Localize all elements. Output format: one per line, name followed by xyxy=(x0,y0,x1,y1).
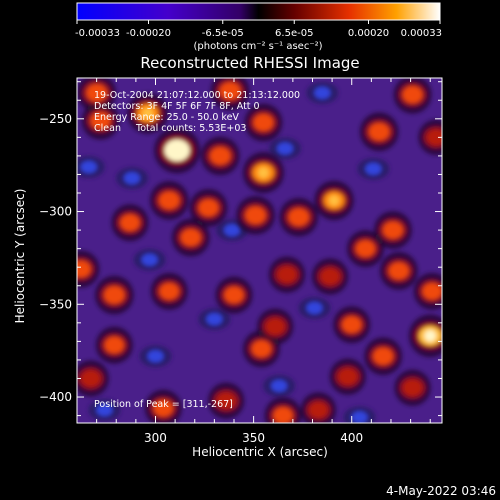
colorbar-ticks: -0.00033 -0.00020 -6.5e-05 6.5e-05 0.00020 0.… xyxy=(75,20,442,39)
hot-regions xyxy=(77,78,442,423)
y-axis-label: Heliocentric Y (arcsec) xyxy=(13,189,27,324)
info-line-clean: Clean Total counts: 5.53E+03 xyxy=(94,123,246,134)
heatmap-cold-core xyxy=(206,313,223,326)
x-tick-label: 400 xyxy=(340,431,363,445)
x-tick-label: 300 xyxy=(144,431,167,445)
heatmap-hot-region xyxy=(153,400,173,417)
heatmap-hot-region xyxy=(277,266,297,283)
heatmap-cold-core xyxy=(351,411,368,423)
x-axis-label: Heliocentric X (arcsec) xyxy=(192,445,328,459)
heatmap-hot-region xyxy=(198,199,219,217)
footer-date: 4-May-2022 03:46 xyxy=(386,484,496,498)
heatmap-hot-region xyxy=(427,129,442,146)
heatmap-cold-core xyxy=(123,172,140,185)
heatmap-hot-region xyxy=(90,112,111,130)
heatmap-hot-region xyxy=(389,262,409,280)
y-tick-label: −300 xyxy=(39,205,72,219)
heatmap-hot-region xyxy=(245,206,266,224)
heatmap-cold-core xyxy=(271,379,288,392)
plot-frame xyxy=(76,77,443,424)
colorbar-tick-label: 6.5e-05 xyxy=(275,28,313,39)
info-line-time: 19-Oct-2004 21:07:12.000 to 21:13:12.000 xyxy=(94,90,300,101)
heatmap-hot-region xyxy=(342,316,362,333)
heatmap-hot-region xyxy=(403,379,422,396)
heatmap-cold-core xyxy=(96,404,113,417)
heatmap-cold-core xyxy=(314,86,331,99)
heatmap-hot-region xyxy=(369,123,390,141)
heatmap-hot-region xyxy=(273,407,293,423)
colorbar-tick-label: -0.00033 xyxy=(75,28,120,39)
heatmap-hot-core xyxy=(170,144,184,157)
colorbar-unit: (photons cm⁻² s⁻¹ asec⁻²) xyxy=(193,41,322,52)
y-tick-label: −350 xyxy=(39,297,72,311)
y-tick-label: −400 xyxy=(39,390,72,404)
peak-position: Position of Peak = [311,-267] xyxy=(94,399,233,410)
heatmap-hot-region xyxy=(320,268,340,285)
heatmap-area xyxy=(77,78,442,423)
heatmap-hot-region xyxy=(159,283,179,300)
chart-title: Reconstructed RHESSI Image xyxy=(140,54,359,72)
heatmap-hot-region xyxy=(104,286,125,304)
heatmap-hot-core xyxy=(328,195,340,206)
colorbar-tick-label: 0.00033 xyxy=(401,28,442,39)
heatmap-cold-core xyxy=(224,224,241,237)
heatmap-hot-region xyxy=(402,86,423,104)
y-axis-ticks: −250 −300 −350 −400 xyxy=(39,81,442,417)
colorbar-tick-label: 0.00020 xyxy=(348,28,389,39)
heatmap-hot-region xyxy=(216,392,236,409)
heatmap-hot-region xyxy=(210,147,231,165)
heatmap-hot-region xyxy=(86,84,107,102)
heatmap-hot-region xyxy=(120,214,140,231)
heatmap-cold-core xyxy=(147,350,164,363)
colorbar-tick-label: -6.5e-05 xyxy=(202,28,244,39)
heatmap-hot-region xyxy=(373,347,393,365)
heatmap-hot-region xyxy=(383,221,403,239)
heatmap-cold-core xyxy=(365,162,382,175)
heatmap-hot-region xyxy=(159,191,180,210)
heatmap-hot-region xyxy=(309,402,328,418)
heatmap-hot-region xyxy=(265,318,285,335)
colorbar-tick-label: -0.00020 xyxy=(126,28,171,39)
heatmap-hot-core xyxy=(257,167,269,179)
heatmap-hot-core xyxy=(142,107,154,119)
heatmap-cold-core xyxy=(141,253,158,266)
heatmap-hot-region xyxy=(422,283,442,300)
heatmap-hot-region xyxy=(253,114,274,131)
heatmap-hot-region xyxy=(219,82,241,100)
heatmap-hot-region xyxy=(251,340,271,357)
y-tick-label: −250 xyxy=(39,112,72,126)
heatmap-cold-core xyxy=(80,161,97,174)
heatmap-hot-region xyxy=(81,370,100,387)
heatmap-hot-region xyxy=(104,336,124,354)
heatmap-cold-core xyxy=(277,142,294,155)
x-axis-ticks: 300 350 400 xyxy=(96,78,431,445)
heatmap-hot-region xyxy=(77,260,91,278)
heatmap-cold-core xyxy=(306,302,323,314)
info-line-detectors: Detectors: 3F 4F 5F 6F 7F 8F, Att 0 xyxy=(94,101,260,112)
heatmap-hot-region xyxy=(224,286,244,304)
heatmap-hot-region xyxy=(355,240,375,257)
info-line-energy: Energy Range: 25.0 - 50.0 keV xyxy=(94,112,239,123)
heatmap-hot-region xyxy=(338,368,358,385)
heatmap-hot-core xyxy=(424,330,436,342)
heatmap-hot-region xyxy=(288,208,309,226)
x-tick-label: 350 xyxy=(242,431,265,445)
colorbar xyxy=(76,2,441,21)
heatmap-hot-region xyxy=(181,229,201,246)
